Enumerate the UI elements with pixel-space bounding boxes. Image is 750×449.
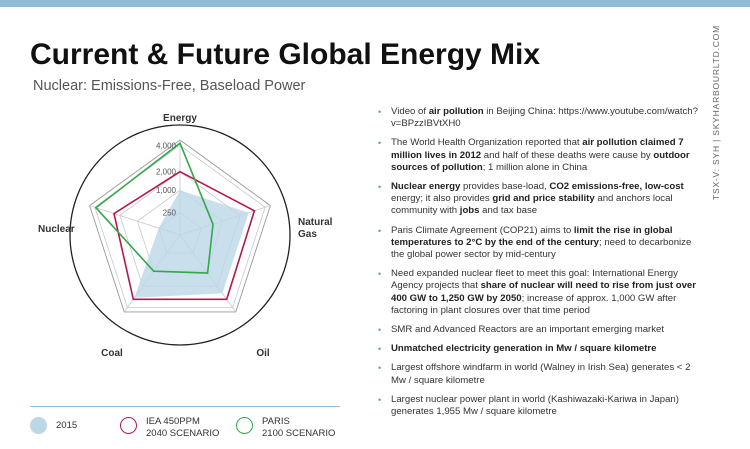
- slide-subtitle: Nuclear: Emissions-Free, Baseload Power: [33, 78, 306, 94]
- bullet-text: Unmatched electricity generation in Mw /…: [391, 343, 657, 355]
- bullet-text: ; increase of approx. 1,000 GW after fac…: [391, 292, 677, 316]
- radar-tick-label: 250: [163, 209, 177, 218]
- radar-axis-label-line: Gas: [298, 229, 317, 240]
- bullet-text: Paris Climate Agreement (COP21) aims to: [391, 224, 574, 236]
- legend-swatch-iea: [120, 417, 137, 434]
- bullet-item: Need expanded nuclear fleet to meet this…: [378, 268, 698, 317]
- bullet-item: Largest offshore windfarm in world (Waln…: [378, 362, 698, 386]
- bullet-text: SMR and Advanced Reactors are an importa…: [391, 324, 665, 336]
- bullet-text: ; 1 million alone in China: [482, 161, 588, 173]
- series-1-line: [113, 170, 256, 301]
- radar-outer-circle: [69, 124, 291, 346]
- radar-axis-label: Nuclear: [38, 224, 75, 235]
- legend-swatch-2015: [30, 417, 47, 434]
- bullet-text: Largest nuclear power plant in world (Ka…: [391, 393, 679, 418]
- bullet-item: Unmatched electricity generation in Mw /…: [378, 343, 698, 355]
- bullet-text: outdoor sources of pollution: [391, 149, 690, 173]
- radar-chart: 250 1,000 2,000 4,000 RenewableEnergy Natural…: [38, 110, 333, 359]
- bullet-item: The World Health Organization reported t…: [378, 137, 698, 174]
- bullet-text: limit the rise in global temperatures to…: [391, 224, 673, 248]
- series-2-line: [94, 141, 214, 274]
- radar-axis-label-line: Oil: [256, 348, 270, 359]
- radar-axis-label-line: Nuclear: [38, 224, 75, 235]
- legend-label: IEA 450PPM: [146, 416, 200, 427]
- legend-label: 2100 SCENARIO: [262, 428, 336, 439]
- radar-axis-label-line: Coal: [101, 348, 123, 359]
- bullet-text: CO2 emissions-free, low-cost: [549, 181, 684, 193]
- bullet-text: Need expanded nuclear fleet to meet this…: [391, 268, 678, 292]
- side-tag: TSX-V: SYH | SKYHARBOURLTD.COM: [711, 25, 727, 370]
- legend-label: 2040 SCENARIO: [146, 428, 220, 439]
- bullet-item: Nuclear energy provides base-load, CO2 e…: [378, 181, 698, 218]
- bullet-text: grid and price stability: [492, 193, 595, 205]
- bullet-text: jobs: [459, 205, 480, 217]
- side-tag-text: TSX-V: SYH | SKYHARBOURLTD.COM: [711, 25, 721, 200]
- bullet-text: air pollution: [428, 106, 484, 117]
- radar-tick-label: 1,000: [156, 186, 177, 195]
- bullet-text: air pollution claimed 7 million lives in…: [391, 137, 684, 161]
- bullet-text: The World Health Organization reported t…: [391, 137, 583, 149]
- bullet-text: Largest offshore windfarm in world (Waln…: [391, 362, 691, 386]
- legend-swatch-paris: [236, 417, 253, 434]
- radar-axis-label-line: Renewable: [154, 110, 207, 112]
- bullet-text: provides base-load,: [460, 181, 550, 193]
- top-accent-bar: [0, 0, 750, 7]
- radar-axis-label: RenewableEnergy: [154, 110, 207, 124]
- bullet-text: and anchors local community with: [391, 193, 673, 217]
- radar-tick-label: 4,000: [156, 141, 177, 150]
- radar-axis-label-line: Energy: [163, 113, 197, 124]
- radar-axis-label: Oil: [256, 348, 270, 359]
- radar-grid-ring: [89, 139, 271, 313]
- bullet-text: share of nuclear will need to rise from …: [391, 280, 696, 304]
- bullet-item: Paris Climate Agreement (COP21) aims to …: [378, 225, 698, 262]
- bullet-text: and tax base: [479, 205, 538, 217]
- bullet-text: in Beijing China: https://www.youtube.co…: [391, 106, 698, 130]
- bullet-text: energy; it also provides: [391, 193, 493, 205]
- legend-label: 2015: [56, 420, 78, 431]
- radar-axis-label: Natural Gas: [298, 217, 333, 240]
- radar-axis-label: Coal: [101, 348, 123, 359]
- bullet-item: SMR and Advanced Reactors are an importa…: [378, 324, 698, 336]
- bullet-text: Nuclear energy: [391, 181, 461, 193]
- bullet-text: and half of these deaths were cause by: [481, 149, 654, 161]
- radar-axis-label-line: Natural: [298, 217, 333, 228]
- slide-title: Current & Future Global Energy Mix: [30, 38, 541, 71]
- bullet-item: Largest nuclear power plant in world (Ka…: [378, 394, 698, 418]
- legend-divider: [30, 406, 340, 407]
- bullet-text: Video of: [391, 106, 429, 117]
- radar-tick-label: 2,000: [156, 168, 177, 177]
- bullet-list: Video of air pollution in Beijing China:…: [378, 106, 698, 425]
- bullet-item: Video of air pollution in Beijing China:…: [378, 106, 698, 130]
- legend-label: PARIS: [262, 416, 290, 427]
- bullet-text: ; need to decarbonize the global power s…: [391, 236, 692, 261]
